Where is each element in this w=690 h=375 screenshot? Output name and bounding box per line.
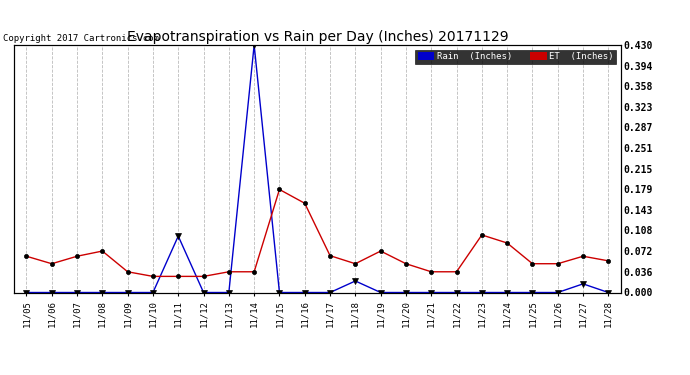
Legend: Rain  (Inches), ET  (Inches): Rain (Inches), ET (Inches) [415,50,616,64]
Text: Copyright 2017 Cartronics.com: Copyright 2017 Cartronics.com [3,34,159,43]
Title: Evapotranspiration vs Rain per Day (Inches) 20171129: Evapotranspiration vs Rain per Day (Inch… [126,30,509,44]
